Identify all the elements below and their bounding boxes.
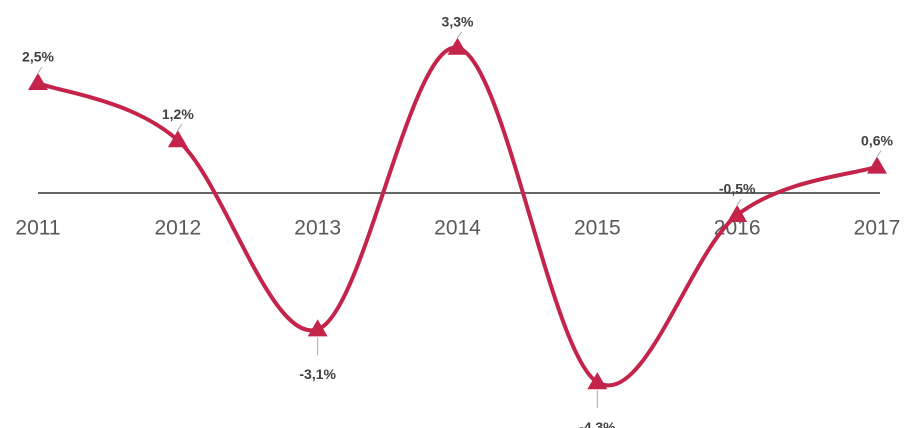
x-tick-label: 2013 <box>294 217 341 240</box>
x-tick-label: 2015 <box>574 217 621 240</box>
x-tick-label: 2014 <box>434 217 481 240</box>
data-label: -0,5% <box>719 181 756 197</box>
x-tick-label: 2011 <box>15 217 60 240</box>
x-tick-label: 2016 <box>714 217 761 240</box>
leader-line <box>876 150 882 157</box>
marker <box>447 37 468 55</box>
marker <box>727 205 748 222</box>
x-tick-label: 2017 <box>854 217 901 240</box>
leader-line <box>37 66 43 74</box>
marker <box>167 130 188 148</box>
data-label: 2,5% <box>22 49 54 65</box>
marker <box>28 73 48 90</box>
marker <box>307 319 328 337</box>
leader-line <box>177 123 183 131</box>
data-label: 3,3% <box>442 14 474 30</box>
leader-line <box>457 31 462 39</box>
marker <box>867 156 887 174</box>
x-tick-label: 2012 <box>154 217 201 240</box>
data-label: -4,3% <box>579 419 616 428</box>
data-label: 0,6% <box>861 132 893 148</box>
data-label: -3,1% <box>299 366 336 382</box>
data-label: 1,2% <box>162 106 194 122</box>
leader-line <box>736 198 742 206</box>
marker <box>587 372 608 390</box>
